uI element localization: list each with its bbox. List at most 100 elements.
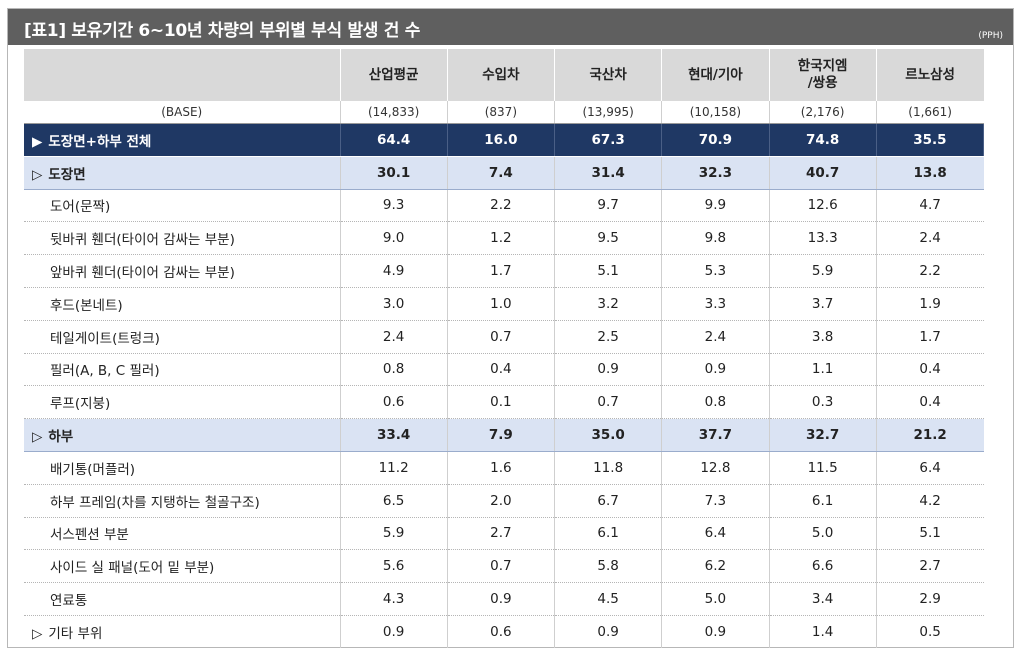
outline-triangle-icon: ▷ xyxy=(32,625,43,642)
base-value: (13,995) xyxy=(554,101,663,124)
unit-label: (PPH) xyxy=(978,31,1003,41)
table-row-value: 1.2 xyxy=(447,221,556,256)
table-row-value: 9.9 xyxy=(661,189,770,223)
table-row-value: 0.1 xyxy=(447,385,556,420)
other-row-value: 0.6 xyxy=(447,615,556,648)
table-row-value: 3.3 xyxy=(661,287,770,321)
header-domestic: 국산차 xyxy=(554,49,663,101)
table-row-value: 5.9 xyxy=(769,254,877,288)
header-renault-samsung: 르노삼성 xyxy=(876,49,984,101)
table-row-label-cell: 후드(본네트) xyxy=(24,287,341,321)
section-row-value: 35.0 xyxy=(554,418,663,452)
table-row-value: 5.1 xyxy=(554,254,663,288)
table-row-value: 2.4 xyxy=(340,320,448,354)
table-row: 연료통 4.3 0.9 4.5 5.0 3.4 2.9 xyxy=(24,582,984,616)
table-row-value: 3.2 xyxy=(554,287,663,321)
table-row-value: 13.3 xyxy=(769,221,877,256)
filled-triangle-icon: ▶ xyxy=(32,133,43,150)
table-row-value: 6.6 xyxy=(769,549,877,584)
section-row: ▷ 도장면 30.1 7.4 31.4 32.3 40.7 13.8 xyxy=(24,156,984,190)
table-row-value: 4.9 xyxy=(340,254,448,288)
header-row: 산업평균 수입차 국산차 현대/기아 한국지엠/쌍용 르노삼성 xyxy=(24,49,984,101)
table-row-value: 5.0 xyxy=(661,582,770,616)
base-value: (1,661) xyxy=(876,101,984,124)
table-row-label: 사이드 실 패널(도어 밑 부분) xyxy=(50,560,215,577)
table-row-label: 뒷바퀴 휀더(타이어 감싸는 부분) xyxy=(50,232,235,249)
header-gm-line2: /쌍용 xyxy=(807,75,838,91)
table-row-label: 필러(A, B, C 필러) xyxy=(50,363,160,380)
section-row-value: 21.2 xyxy=(876,418,984,452)
table-row-label: 도어(문짝) xyxy=(50,199,111,216)
table-row: 테일게이트(트렁크) 2.4 0.7 2.5 2.4 3.8 1.7 xyxy=(24,320,984,354)
outline-triangle-icon: ▷ xyxy=(32,166,43,183)
table-row-value: 5.6 xyxy=(340,549,448,584)
table-row: 배기통(머플러) 11.2 1.6 11.8 12.8 11.5 6.4 xyxy=(24,451,984,485)
table-row-value: 4.5 xyxy=(554,582,663,616)
table-row: 하부 프레임(차를 지탱하는 철골구조) 6.5 2.0 6.7 7.3 6.1 4.2 xyxy=(24,484,984,518)
section-row-value: 7.9 xyxy=(447,418,556,452)
other-row-label: 기타 부위 xyxy=(48,625,103,642)
table-row-value: 5.1 xyxy=(876,517,984,551)
table-row-label: 앞바퀴 휀더(타이어 감싸는 부분) xyxy=(50,265,235,282)
table-row-value: 5.3 xyxy=(661,254,770,288)
table-row-value: 3.0 xyxy=(340,287,448,321)
table-row-value: 2.5 xyxy=(554,320,663,354)
table-row-value: 0.8 xyxy=(340,353,448,387)
section-row-label: 하부 xyxy=(48,429,74,446)
table-row-value: 0.9 xyxy=(661,353,770,387)
table-row-value: 12.6 xyxy=(769,189,877,223)
table-row-value: 12.8 xyxy=(661,451,770,485)
table-row-value: 4.3 xyxy=(340,582,448,616)
corrosion-table: 산업평균 수입차 국산차 현대/기아 한국지엠/쌍용 르노삼성 (BASE) (… xyxy=(24,49,985,648)
table-row-value: 6.2 xyxy=(661,549,770,584)
table-row-value: 11.2 xyxy=(340,451,448,485)
table-row-value: 0.6 xyxy=(340,385,448,420)
table-row: 필러(A, B, C 필러) 0.8 0.4 0.9 0.9 1.1 0.4 xyxy=(24,353,984,387)
table-row-value: 5.9 xyxy=(340,517,448,551)
table-row-value: 6.5 xyxy=(340,484,448,518)
other-row-value: 0.9 xyxy=(661,615,770,648)
table-row-label-cell: 필러(A, B, C 필러) xyxy=(24,353,341,387)
table-row-label: 서스펜션 부분 xyxy=(50,527,129,544)
table-row-value: 5.8 xyxy=(554,549,663,584)
table-row-value: 1.0 xyxy=(447,287,556,321)
table-row-label-cell: 서스펜션 부분 xyxy=(24,517,341,551)
table-row-label: 테일게이트(트렁크) xyxy=(50,330,160,347)
table-row-value: 0.7 xyxy=(554,385,663,420)
other-row-value: 0.5 xyxy=(919,623,941,640)
header-gm-line1: 한국지엠 xyxy=(797,58,848,74)
section-row-value: 37.7 xyxy=(661,418,770,452)
table-row-label-cell: 루프(지붕) xyxy=(24,385,341,420)
total-value: 70.9 xyxy=(661,123,770,157)
table-row-label-cell: 배기통(머플러) xyxy=(24,451,341,485)
title-bar: [표1] 보유기간 6~10년 차량의 부위별 부식 발생 건 수 (PPH) xyxy=(8,9,1013,45)
total-label: 도장면+하부 전체 xyxy=(48,133,152,150)
table-row: 후드(본네트) 3.0 1.0 3.2 3.3 3.7 1.9 xyxy=(24,287,984,321)
header-hyundai-kia: 현대/기아 xyxy=(661,49,770,101)
section-row-label-cell: ▷ 도장면 xyxy=(24,156,341,190)
base-row: (BASE) (14,833) (837) (13,995) (10,158) … xyxy=(24,101,984,124)
table-row-label-cell: 테일게이트(트렁크) xyxy=(24,320,341,354)
section-row-value: 40.7 xyxy=(769,156,877,190)
section-row: ▷ 하부 33.4 7.9 35.0 37.7 32.7 21.2 xyxy=(24,418,984,452)
table-row-label-cell: 앞바퀴 휀더(타이어 감싸는 부분) xyxy=(24,254,341,288)
table-row-value: 0.9 xyxy=(447,582,556,616)
table-row-label: 하부 프레임(차를 지탱하는 철골구조) xyxy=(50,494,260,511)
table-row-value: 2.0 xyxy=(447,484,556,518)
outline-triangle-icon: ▷ xyxy=(32,429,43,446)
table-row-value: 0.8 xyxy=(661,385,770,420)
table-row-label-cell: 뒷바퀴 휀더(타이어 감싸는 부분) xyxy=(24,221,341,256)
table-row-label-cell: 도어(문짝) xyxy=(24,189,341,223)
table-row-label-cell: 사이드 실 패널(도어 밑 부분) xyxy=(24,549,341,584)
base-value: (10,158) xyxy=(661,101,770,124)
table-row-label-cell: 연료통 xyxy=(24,582,341,616)
table-row-value: 9.0 xyxy=(340,221,448,256)
section-row-value: 33.4 xyxy=(340,418,448,452)
table-row-value: 9.3 xyxy=(340,189,448,223)
section-row-value: 30.1 xyxy=(340,156,448,190)
table-row-value: 3.8 xyxy=(769,320,877,354)
table-row-value: 9.5 xyxy=(554,221,663,256)
table-row-value: 1.7 xyxy=(447,254,556,288)
total-label-cell: ▶ 도장면+하부 전체 xyxy=(24,123,341,157)
table-row: 루프(지붕) 0.6 0.1 0.7 0.8 0.3 0.4 xyxy=(24,385,984,420)
